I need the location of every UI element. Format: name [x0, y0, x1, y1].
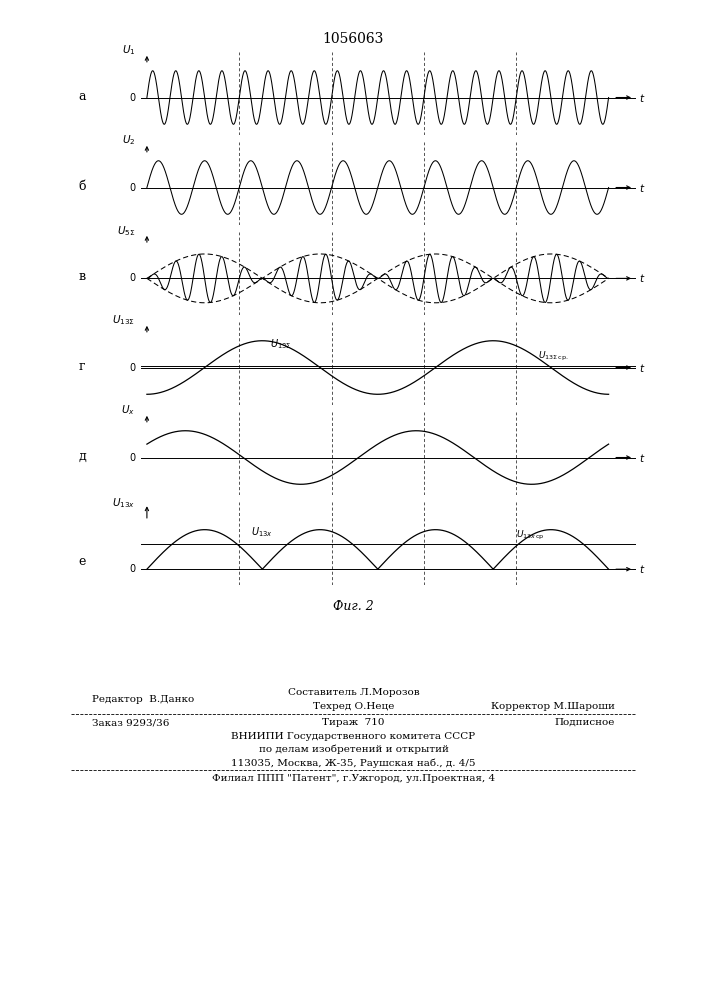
Text: $U_{5\Sigma}$: $U_{5\Sigma}$: [117, 224, 135, 238]
Text: Фиг. 2: Фиг. 2: [333, 600, 374, 613]
Text: $U_{13\Sigma}$: $U_{13\Sigma}$: [270, 337, 291, 351]
Text: в: в: [78, 270, 86, 283]
Text: Филиал ППП "Патент", г.Ужгород, ул.Проектная, 4: Филиал ППП "Патент", г.Ужгород, ул.Проек…: [212, 774, 495, 783]
Text: 0: 0: [129, 453, 135, 463]
Text: 1056063: 1056063: [323, 32, 384, 46]
Text: $U_x$: $U_x$: [122, 404, 135, 417]
Text: $t$: $t$: [638, 182, 645, 194]
Text: $U_{13x\,\text{ср}}$: $U_{13x\,\text{ср}}$: [516, 529, 544, 542]
Text: Подписное: Подписное: [555, 718, 615, 727]
Text: $U_{13x}$: $U_{13x}$: [112, 496, 135, 510]
Text: $t$: $t$: [638, 563, 645, 575]
Text: г: г: [79, 360, 86, 373]
Text: б: б: [78, 180, 86, 193]
Text: 113035, Москва, Ж-35, Раушская наб., д. 4/5: 113035, Москва, Ж-35, Раушская наб., д. …: [231, 758, 476, 768]
Text: $t$: $t$: [638, 452, 645, 464]
Text: $U_{13x}$: $U_{13x}$: [252, 526, 274, 539]
Text: $U_{13\Sigma\,\text{ср.}}$: $U_{13\Sigma\,\text{ср.}}$: [538, 350, 568, 363]
Text: по делам изобретений и открытий: по делам изобретений и открытий: [259, 745, 448, 754]
Text: $U_1$: $U_1$: [122, 44, 135, 57]
Text: Редактор  В.Данко: Редактор В.Данко: [92, 695, 194, 704]
Text: $t$: $t$: [638, 362, 645, 374]
Text: $t$: $t$: [638, 92, 645, 104]
Text: Корректор М.Шароши: Корректор М.Шароши: [491, 702, 615, 711]
Text: е: е: [78, 555, 86, 568]
Text: $t$: $t$: [638, 272, 645, 284]
Text: Тираж  710: Тираж 710: [322, 718, 385, 727]
Text: Заказ 9293/36: Заказ 9293/36: [92, 718, 169, 727]
Text: 0: 0: [129, 363, 135, 373]
Text: а: а: [78, 90, 86, 103]
Text: ВНИИПИ Государственного комитета СССР: ВНИИПИ Государственного комитета СССР: [231, 732, 476, 741]
Text: д: д: [78, 450, 86, 463]
Text: 0: 0: [129, 183, 135, 193]
Text: Техред О.Неце: Техред О.Неце: [312, 702, 395, 711]
Text: 0: 0: [129, 564, 135, 574]
Text: 0: 0: [129, 273, 135, 283]
Text: $U_{13\Sigma}$: $U_{13\Sigma}$: [112, 314, 135, 327]
Text: 0: 0: [129, 93, 135, 103]
Text: $U_2$: $U_2$: [122, 134, 135, 147]
Text: Составитель Л.Морозов: Составитель Л.Морозов: [288, 688, 419, 697]
